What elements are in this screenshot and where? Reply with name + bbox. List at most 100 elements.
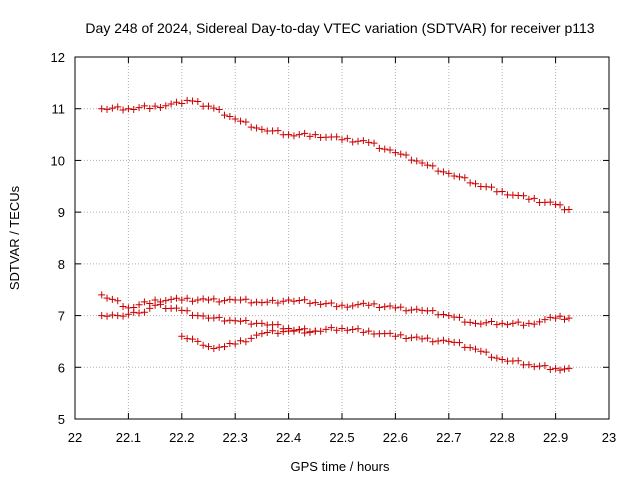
data-point-fill — [274, 329, 282, 337]
data-point — [418, 159, 426, 167]
series-satellite-d — [178, 324, 573, 374]
data-point — [285, 131, 293, 139]
data-point — [205, 102, 212, 110]
y-axis-label: SDTVAR / TECUs — [7, 185, 22, 290]
data-point-fill — [514, 318, 522, 326]
data-point-fill — [199, 341, 207, 349]
data-point-fill — [140, 298, 148, 306]
data-point-fill — [188, 335, 196, 343]
data-point-fill — [263, 329, 271, 337]
data-point-fill — [210, 104, 218, 112]
data-point-fill — [333, 133, 341, 141]
data-point-fill — [215, 313, 223, 321]
data-point-fill — [493, 354, 501, 362]
data-point-fill — [439, 311, 447, 319]
data-point-fill — [359, 328, 367, 336]
data-point-fill — [263, 298, 271, 306]
data-point-fill — [530, 320, 538, 328]
data-point — [552, 364, 560, 372]
data-point — [472, 319, 479, 327]
data-point-fill — [237, 337, 245, 345]
data-point-fill — [188, 297, 196, 305]
data-point-fill — [146, 304, 154, 312]
data-point-fill — [140, 308, 148, 316]
data-points — [98, 96, 573, 374]
data-point-fill — [156, 300, 164, 308]
data-point — [124, 105, 132, 113]
data-point-fill — [375, 144, 383, 152]
y-tick-label: 6 — [58, 360, 65, 375]
data-point-fill — [199, 295, 207, 303]
data-point — [231, 115, 239, 123]
data-point-fill — [359, 137, 367, 145]
data-point-fill — [274, 321, 282, 329]
data-point-fill — [455, 313, 463, 321]
data-point-fill — [290, 132, 298, 140]
data-point-fill — [274, 127, 282, 135]
data-point — [525, 319, 533, 327]
data-point-fill — [397, 303, 405, 311]
data-point-fill — [274, 299, 282, 307]
data-point-fill — [172, 294, 180, 302]
y-tick-label: 10 — [51, 153, 65, 168]
data-point-fill — [183, 294, 191, 302]
data-point — [565, 314, 573, 322]
data-point-fill — [194, 296, 202, 304]
data-point-fill — [556, 201, 564, 209]
data-point-fill — [140, 102, 148, 110]
data-point-fill — [477, 320, 485, 328]
data-point-fill — [194, 97, 202, 105]
data-point — [151, 301, 159, 309]
data-point-fill — [349, 302, 357, 310]
data-point — [365, 301, 373, 309]
y-tick-label: 12 — [51, 50, 65, 65]
data-point-fill — [135, 301, 143, 309]
data-point — [258, 330, 266, 338]
data-point — [552, 314, 560, 322]
data-point-fill — [466, 344, 474, 352]
data-point-fill — [210, 344, 218, 352]
data-point — [178, 296, 186, 304]
data-point-fill — [114, 103, 122, 111]
data-point-fill — [221, 317, 229, 325]
data-point — [498, 319, 506, 327]
data-point-fill — [546, 198, 554, 206]
grid — [75, 57, 609, 419]
x-axis-label: GPS time / hours — [291, 459, 390, 474]
data-point-fill — [226, 112, 234, 120]
data-point-fill — [306, 132, 314, 140]
data-point-fill — [343, 326, 351, 334]
x-tick-label: 22.5 — [329, 430, 354, 445]
data-point-fill — [493, 321, 501, 329]
data-point-fill — [327, 299, 335, 307]
data-point-fill — [370, 300, 378, 308]
data-point-fill — [402, 307, 410, 315]
data-point-fill — [119, 106, 127, 114]
data-point-fill — [242, 295, 250, 303]
data-point-fill — [108, 104, 116, 112]
data-point-fill — [108, 311, 116, 319]
data-point-fill — [253, 124, 261, 132]
data-point-fill — [556, 366, 564, 374]
data-point — [135, 309, 143, 317]
data-point-fill — [146, 105, 154, 113]
data-point-fill — [333, 303, 341, 311]
data-point-fill — [247, 334, 255, 342]
data-point — [98, 312, 106, 320]
data-point-fill — [354, 301, 362, 309]
data-point — [445, 337, 453, 345]
data-point — [194, 337, 202, 345]
data-point-fill — [333, 326, 341, 334]
data-point-fill — [402, 151, 410, 159]
x-tick-label: 23 — [602, 430, 616, 445]
data-point-fill — [306, 328, 314, 336]
data-point — [338, 325, 346, 332]
data-point-fill — [295, 326, 303, 334]
data-point-fill — [509, 319, 517, 327]
data-point-fill — [279, 328, 287, 336]
data-point-fill — [103, 312, 111, 320]
data-point-fill — [183, 96, 191, 104]
data-point-fill — [167, 295, 175, 303]
data-point-fill — [290, 297, 298, 305]
